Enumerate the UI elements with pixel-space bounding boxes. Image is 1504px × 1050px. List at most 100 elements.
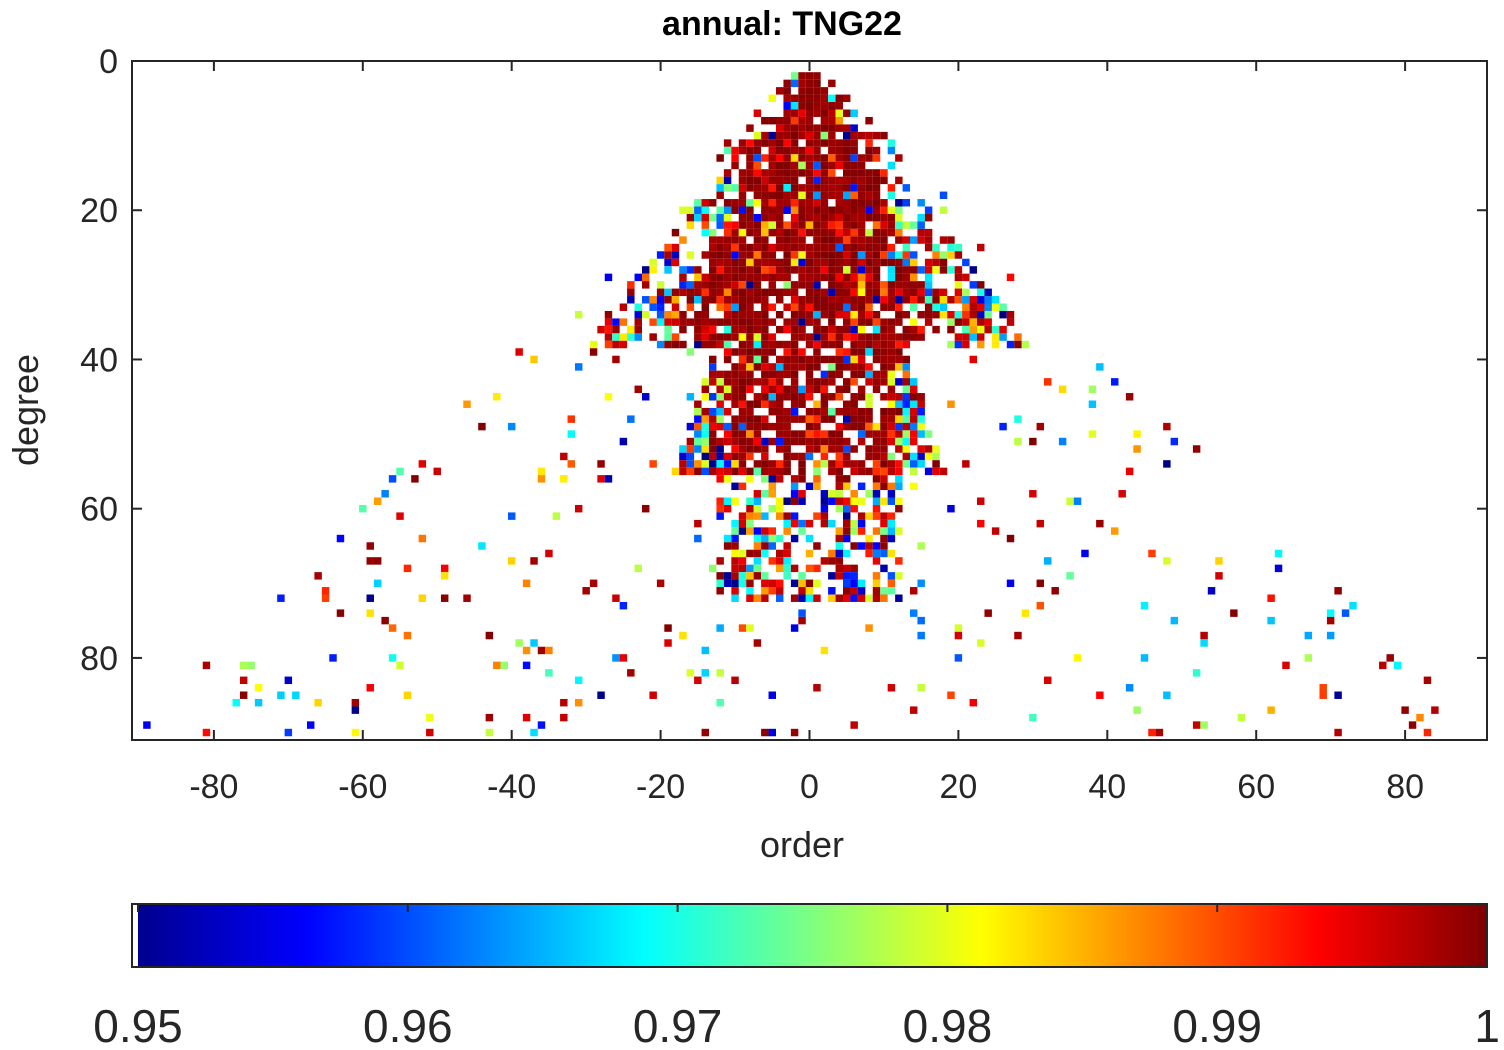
heatmap-cell	[835, 475, 844, 483]
heatmap-cell	[790, 385, 799, 394]
heatmap-cell	[418, 460, 427, 468]
heatmap-cell	[1014, 437, 1022, 446]
heatmap-cell	[738, 273, 747, 282]
heatmap-cell	[1192, 669, 1201, 677]
heatmap-cell	[708, 460, 717, 468]
heatmap-cell	[887, 512, 896, 520]
heatmap-cell	[783, 437, 791, 446]
heatmap-cell	[954, 310, 963, 319]
heatmap-cell	[917, 407, 925, 416]
heatmap-cell	[805, 519, 814, 528]
heatmap-cell	[746, 467, 754, 476]
heatmap-cell	[805, 422, 814, 431]
heatmap-cell	[790, 363, 799, 371]
heatmap-cell	[753, 228, 762, 237]
heatmap-cell	[1014, 631, 1022, 640]
heatmap-cell	[902, 430, 911, 438]
heatmap-cell	[850, 109, 858, 117]
heatmap-cell	[753, 512, 762, 520]
heatmap-cell	[820, 512, 829, 520]
heatmap-cell	[820, 116, 829, 125]
heatmap-cell	[820, 236, 829, 244]
heatmap-cell	[865, 154, 873, 162]
heatmap-cell	[1111, 378, 1119, 386]
heatmap-cell	[813, 146, 821, 155]
heatmap-cell	[746, 452, 754, 461]
heatmap-cell	[798, 587, 806, 595]
heatmap-cell	[895, 407, 903, 416]
heatmap-cell	[805, 228, 814, 237]
heatmap-cell	[716, 221, 724, 229]
heatmap-cell	[1334, 728, 1342, 737]
heatmap-cell	[835, 191, 844, 200]
heatmap-cell	[857, 363, 866, 371]
heatmap-cell	[895, 236, 903, 244]
heatmap-cell	[962, 310, 970, 319]
heatmap-cell	[895, 460, 903, 468]
heatmap-cell	[991, 325, 1000, 334]
heatmap-cell	[843, 266, 851, 274]
heatmap-cell	[820, 430, 829, 438]
heatmap-cell	[887, 266, 896, 274]
heatmap-cell	[798, 393, 806, 401]
heatmap-cell	[843, 333, 851, 341]
heatmap-cell	[880, 534, 888, 543]
heatmap-cell	[321, 587, 330, 595]
heatmap-cell	[701, 228, 709, 237]
heatmap-cell	[820, 206, 829, 214]
heatmap-cell	[1006, 579, 1015, 588]
heatmap-cell	[798, 199, 806, 207]
heatmap-cell	[1408, 721, 1417, 729]
heatmap-cell	[641, 296, 650, 304]
heatmap-cell	[597, 325, 605, 334]
heatmap-cell	[857, 594, 866, 602]
heatmap-cell	[843, 236, 851, 244]
heatmap-cell	[910, 258, 918, 267]
heatmap-cell	[716, 206, 724, 214]
heatmap-cell	[850, 131, 858, 140]
heatmap-cell	[753, 131, 762, 140]
heatmap-cell	[411, 475, 419, 483]
heatmap-cell	[776, 161, 784, 170]
heatmap-cell	[783, 228, 791, 237]
heatmap-cell	[641, 310, 650, 319]
heatmap-cell	[731, 676, 739, 685]
heatmap-cell	[619, 437, 628, 446]
heatmap-cell	[783, 176, 791, 185]
heatmap-cell	[835, 437, 844, 446]
heatmap-cell	[954, 281, 963, 289]
heatmap-cell	[716, 475, 724, 483]
heatmap-cell	[761, 512, 769, 520]
heatmap-cell	[880, 363, 888, 371]
heatmap-cell	[887, 161, 896, 170]
heatmap-cell	[932, 445, 940, 453]
heatmap-cell	[753, 363, 762, 371]
heatmap-cell	[850, 572, 858, 580]
heatmap-cell	[947, 318, 955, 326]
heatmap-cell	[627, 288, 635, 297]
heatmap-cell	[790, 243, 799, 252]
heatmap-cell	[917, 684, 925, 692]
heatmap-cell	[731, 572, 739, 580]
heatmap-cell	[768, 228, 776, 237]
heatmap-cell	[857, 579, 866, 588]
heatmap-cell	[887, 415, 896, 423]
heatmap-cell	[381, 490, 389, 498]
heatmap-cell	[723, 206, 732, 214]
heatmap-cell	[716, 579, 724, 588]
heatmap-cell	[872, 310, 881, 319]
heatmap-cell	[1044, 378, 1052, 386]
heatmap-cell	[954, 631, 963, 640]
heatmap-cell	[805, 549, 814, 558]
heatmap-cell	[723, 251, 732, 259]
x-tick-label: 80	[1386, 768, 1424, 806]
heatmap-cell	[582, 587, 590, 595]
heatmap-cell	[634, 333, 642, 341]
heatmap-cell	[828, 236, 836, 244]
heatmap-cell	[403, 631, 412, 640]
heatmap-cell	[805, 87, 814, 95]
heatmap-cell	[917, 199, 925, 207]
heatmap-cell	[649, 296, 657, 304]
heatmap-cell	[753, 199, 762, 207]
heatmap-cell	[887, 579, 896, 588]
